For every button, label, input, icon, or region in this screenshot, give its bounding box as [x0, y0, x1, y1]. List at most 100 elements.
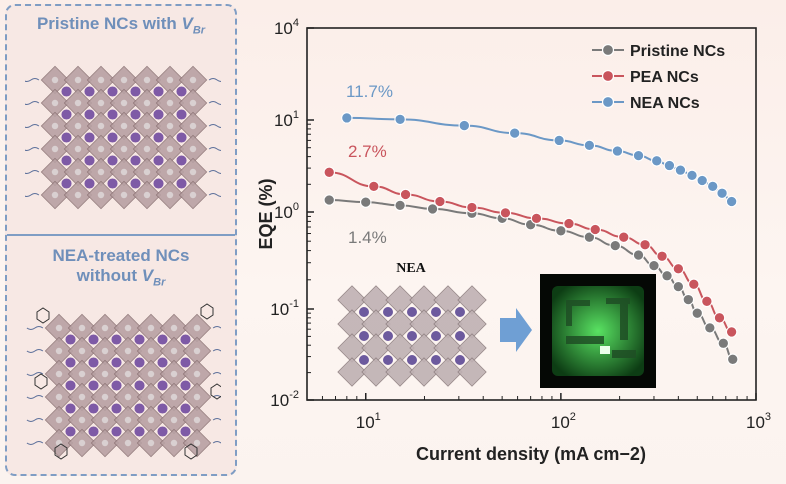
lattice-atom	[51, 191, 59, 199]
inset-octahedron	[409, 333, 439, 363]
lattice-atom	[120, 191, 128, 199]
data-point	[725, 326, 738, 338]
lattice-atom	[147, 347, 155, 355]
cation-atom	[107, 86, 118, 97]
surface-ligand	[208, 193, 221, 197]
cation-atom	[176, 178, 187, 189]
inset-cation	[383, 307, 393, 317]
lattice-atom	[74, 168, 82, 176]
cation-atom	[65, 403, 76, 414]
data-point	[713, 312, 726, 324]
cation-atom	[180, 357, 191, 368]
inset-cation	[455, 331, 465, 341]
inset-octahedron	[361, 285, 391, 315]
data-point	[583, 231, 596, 243]
data-point	[617, 231, 630, 243]
cation-atom	[88, 426, 99, 437]
lattice-atom	[143, 168, 151, 176]
y-tick-exponent: -2	[289, 389, 299, 401]
lattice-atom	[74, 191, 82, 199]
cation-atom	[107, 109, 118, 120]
y-tick-label: 104	[274, 17, 299, 38]
lattice-atom	[101, 393, 109, 401]
inset-octahedron	[385, 357, 415, 387]
cation-atom	[111, 426, 122, 437]
cation-atom	[157, 380, 168, 391]
y-tick-exponent: 1	[293, 109, 299, 121]
lattice-atom	[189, 191, 197, 199]
surface-ligand	[26, 349, 44, 353]
cation-atom	[88, 357, 99, 368]
lattice-atom	[101, 347, 109, 355]
lattice-atom	[55, 416, 63, 424]
data-point	[589, 223, 601, 236]
data-point	[696, 174, 708, 187]
cation-atom	[65, 357, 76, 368]
data-point	[609, 239, 622, 252]
lattice-atom	[124, 324, 132, 332]
lattice-atom	[189, 145, 197, 153]
data-point	[656, 250, 668, 262]
surface-ligand	[26, 418, 44, 422]
pea-peak-annotation: 2.7%	[348, 142, 387, 161]
surface-ligand	[212, 441, 221, 444]
lattice-atom	[166, 76, 174, 84]
lattice-atom	[97, 76, 105, 84]
cation-atom	[180, 380, 191, 391]
cation-atom	[65, 380, 76, 391]
lattice-atom	[147, 416, 155, 424]
lattice-atom	[193, 393, 201, 401]
data-point	[672, 280, 685, 293]
lattice-atom	[74, 122, 82, 130]
surface-ligand	[212, 349, 221, 352]
lattice-atom	[170, 324, 178, 332]
inset-device-illustration: NEA	[337, 261, 656, 388]
lattice-atom	[101, 370, 109, 378]
inset-octahedron	[385, 333, 415, 363]
lattice-atom	[74, 99, 82, 107]
surface-ligand	[25, 193, 40, 197]
x-tick-label: 102	[551, 411, 576, 432]
lattice-atom	[143, 99, 151, 107]
inset-octahedron	[433, 357, 463, 387]
cation-atom	[84, 155, 95, 166]
data-point	[426, 203, 439, 215]
cation-atom	[130, 132, 141, 143]
cation-atom	[134, 380, 145, 391]
lattice-atom	[78, 370, 86, 378]
cation-atom	[180, 334, 191, 345]
lattice-atom	[124, 439, 132, 447]
legend-item-nea: NEA NCs	[592, 95, 700, 112]
lattice-atom	[124, 347, 132, 355]
data-point	[663, 159, 676, 172]
lattice-atom	[170, 370, 178, 378]
data-point	[704, 322, 716, 334]
inset-octahedron	[433, 285, 463, 315]
data-point	[650, 155, 663, 167]
inset-octahedron	[433, 309, 463, 339]
cation-atom	[130, 178, 141, 189]
data-point	[632, 149, 645, 162]
x-tick-exponent: 2	[570, 411, 576, 423]
data-point	[323, 166, 335, 179]
y-tick-label: 10-2	[270, 389, 299, 410]
pristine-lattice-illustration	[25, 65, 221, 210]
nea-molecule	[200, 303, 214, 320]
lattice-atom	[143, 122, 151, 130]
lattice-atom	[166, 99, 174, 107]
nea-peak-annotation: 11.7%	[346, 82, 393, 101]
surface-ligand	[208, 101, 221, 105]
lattice-atom	[55, 347, 63, 355]
inset-octahedron	[457, 309, 487, 339]
cation-atom	[130, 109, 141, 120]
data-point	[717, 337, 730, 350]
surface-ligand	[208, 124, 221, 128]
lattice-atom	[143, 191, 151, 199]
surface-ligand	[26, 395, 44, 399]
data-point	[530, 212, 543, 225]
cation-atom	[153, 155, 164, 166]
lattice-atom	[101, 324, 109, 332]
lattice-atom	[193, 347, 201, 355]
inset-octahedron	[457, 357, 487, 387]
